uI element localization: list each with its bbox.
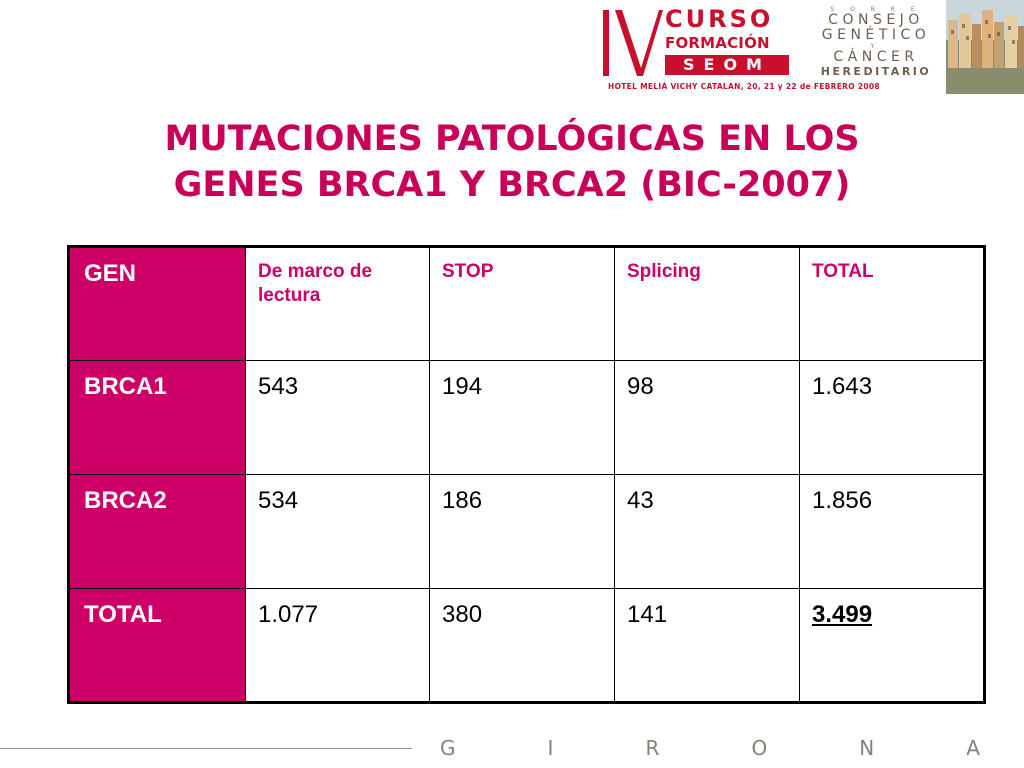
footer-letter: R xyxy=(645,736,660,760)
genetico-word: GENÉTICO xyxy=(821,27,931,43)
footer-letter: A xyxy=(966,736,980,760)
sobre-word: S O B R E xyxy=(830,6,922,13)
gene-cell: TOTAL xyxy=(68,588,246,703)
footer-rule xyxy=(0,748,412,749)
gene-cell: BRCA2 xyxy=(68,474,246,589)
value-cell: 1.856 xyxy=(799,474,985,589)
value-cell: 1.643 xyxy=(799,360,985,475)
value-cell: 1.077 xyxy=(245,588,430,703)
table-row: BRCA1 543 194 98 1.643 xyxy=(68,360,985,475)
header-cell-gen: GEN xyxy=(68,246,246,361)
mutations-table: GEN De marco de lectura STOP Splicing TO… xyxy=(67,245,986,704)
consejo-word: CONSEJO xyxy=(828,12,924,28)
footer-letter: N xyxy=(859,736,875,760)
footer-letter: O xyxy=(751,736,768,760)
venue-line: HOTEL MELIÁ VICHY CATALAN, 20, 21 y 22 d… xyxy=(608,82,880,91)
header-cell-frameshift: De marco de lectura xyxy=(245,246,430,361)
title-line-2: GENES BRCA1 Y BRCA2 (BIC-2007) xyxy=(173,165,851,205)
hereditario-word: HEREDITARIO xyxy=(820,65,932,78)
header-cell-splicing: Splicing xyxy=(614,246,800,361)
gene-cell: BRCA1 xyxy=(68,360,246,475)
table-header-row: GEN De marco de lectura STOP Splicing TO… xyxy=(68,246,985,361)
table-row: BRCA2 534 186 43 1.856 xyxy=(68,474,985,589)
consejo-genetico-logo: S O B R E CONSEJO GENÉTICO Y CÁNCER HERE… xyxy=(812,6,940,78)
value-cell: 194 xyxy=(429,360,615,475)
footer-letter: I xyxy=(547,736,554,760)
curso-formacion-logo: CURSO FORMACIÓN SEOM xyxy=(665,6,793,75)
cancer-word: CÁNCER xyxy=(833,49,919,65)
footer-letter: G xyxy=(440,736,456,760)
value-cell: 186 xyxy=(429,474,615,589)
seom-badge: SEOM xyxy=(665,55,789,75)
header-cell-stop: STOP xyxy=(429,246,615,361)
y-word: Y xyxy=(870,43,882,50)
value-cell: 534 xyxy=(245,474,430,589)
grand-total-cell: 3.499 xyxy=(799,588,985,703)
course-numeral-logo xyxy=(603,10,663,76)
value-cell: 98 xyxy=(614,360,800,475)
curso-word: CURSO xyxy=(665,5,774,33)
girona-city-photo xyxy=(946,0,1024,94)
title-line-1: MUTACIONES PATOLÓGICAS EN LOS xyxy=(164,119,860,159)
table-row: TOTAL 1.077 380 141 3.499 xyxy=(68,588,985,703)
value-cell: 141 xyxy=(614,588,800,703)
value-cell: 380 xyxy=(429,588,615,703)
slide-title: MUTACIONES PATOLÓGICAS EN LOS GENES BRCA… xyxy=(60,116,964,208)
footer-girona: G I R O N A xyxy=(440,736,980,760)
value-cell: 543 xyxy=(245,360,430,475)
header-cell-total: TOTAL xyxy=(799,246,985,361)
value-cell: 43 xyxy=(614,474,800,589)
formacion-word: FORMACIÓN xyxy=(665,34,770,52)
